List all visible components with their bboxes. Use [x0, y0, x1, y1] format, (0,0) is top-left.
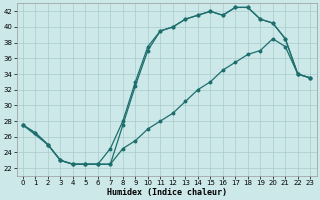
X-axis label: Humidex (Indice chaleur): Humidex (Indice chaleur) — [107, 188, 227, 197]
